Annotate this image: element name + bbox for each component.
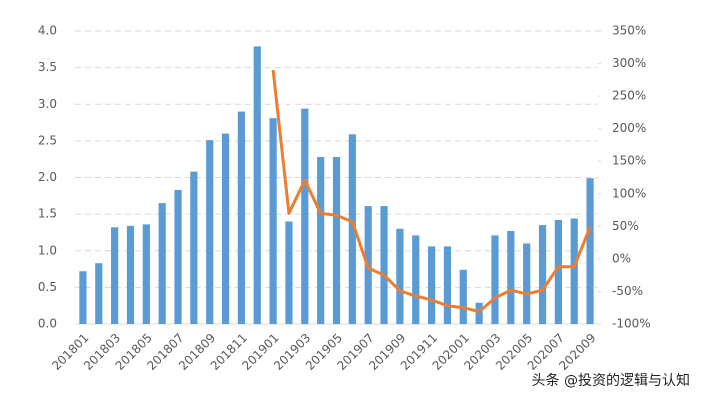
y-tick-label: 1.5 — [38, 207, 57, 221]
line — [271, 69, 592, 314]
y2-tick-label: 0% — [612, 251, 631, 265]
y-tick-label: 2.5 — [38, 133, 57, 147]
y-tick-label: 3.0 — [38, 97, 57, 111]
bar — [475, 302, 483, 324]
bar — [285, 221, 293, 324]
bar — [158, 203, 166, 324]
y-tick-label: 4.0 — [38, 24, 57, 38]
y-tick-label: 1.0 — [38, 243, 57, 257]
bar — [79, 271, 87, 324]
bar — [491, 235, 499, 324]
bar — [206, 140, 214, 324]
y2-tick-label: 100% — [612, 186, 646, 200]
y2-tick-label: 350% — [612, 24, 646, 38]
bar — [427, 246, 436, 324]
y2-tick-label: 250% — [612, 89, 646, 103]
bar — [348, 134, 356, 324]
y-tick-label: 3.5 — [38, 60, 57, 74]
bar — [95, 263, 103, 324]
bar — [221, 133, 230, 324]
bar — [237, 111, 246, 324]
bar — [253, 46, 261, 324]
bar — [142, 224, 150, 324]
y2-tick-label: -50% — [612, 284, 643, 298]
bar — [190, 171, 198, 324]
bar — [523, 243, 531, 324]
bar — [412, 235, 420, 324]
bar — [507, 230, 515, 324]
y2-tick-label: -100% — [612, 317, 651, 331]
y2-tick-label: 150% — [612, 154, 646, 168]
bar — [396, 228, 404, 324]
bar — [586, 178, 594, 324]
bar — [317, 156, 325, 324]
watermark: 头条 @投资的逻辑与认知 — [532, 372, 690, 389]
bar — [111, 227, 119, 324]
y-tick-label: 0.0 — [38, 317, 57, 331]
bar — [443, 246, 452, 324]
bar — [380, 206, 388, 324]
bar — [174, 189, 182, 324]
bar — [332, 156, 341, 324]
bar — [538, 225, 547, 324]
bar — [126, 225, 135, 324]
y2-tick-label: 200% — [612, 121, 646, 135]
bar — [301, 108, 309, 325]
y2-tick-label: 300% — [612, 56, 646, 70]
bar — [570, 218, 578, 324]
y2-tick-label: 50% — [612, 219, 639, 233]
bar — [459, 269, 467, 324]
bar — [269, 118, 277, 324]
y-tick-label: 0.5 — [38, 280, 57, 294]
y-tick-label: 2.0 — [38, 170, 57, 184]
bar — [554, 219, 562, 324]
